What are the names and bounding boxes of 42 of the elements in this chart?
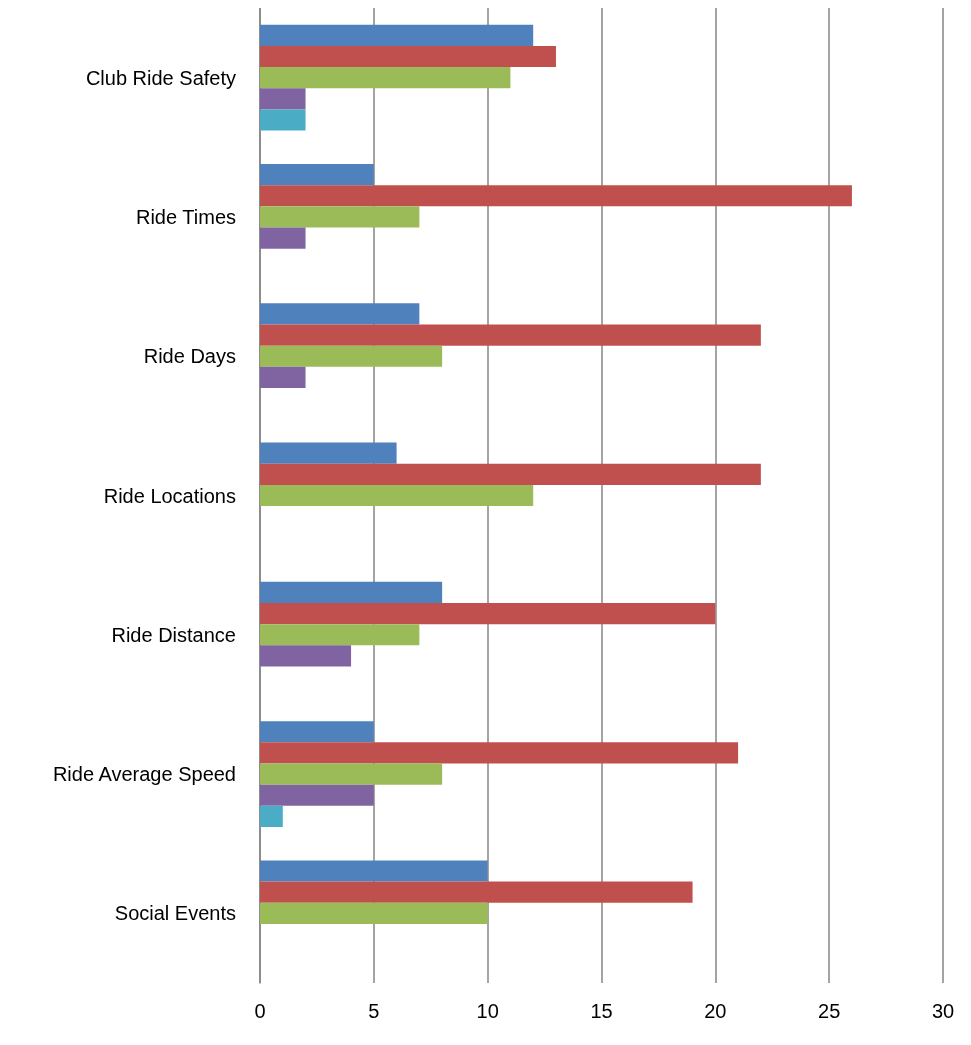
bar [260,24,534,46]
y-tick-label: Social Events [114,902,236,925]
bar [260,784,374,806]
y-tick-label: Club Ride Safety [85,66,236,89]
bar [260,109,306,131]
bar [260,463,761,485]
bar [260,206,420,228]
y-tick-label: Ride Days [143,345,236,368]
y-tick-label: Ride Locations [103,484,236,507]
bar [260,881,693,903]
bar [260,45,556,68]
bar [260,645,352,667]
y-tick-label: Ride Average Speed [52,763,236,786]
bar [260,324,761,346]
bar [260,164,374,186]
bar [260,442,397,464]
x-tick-label: 10 [476,1000,499,1022]
y-tick-label: Ride Times [135,205,236,228]
bar [260,185,852,207]
bar [260,805,283,827]
bar [260,860,488,882]
bar [260,88,306,110]
bar [260,303,420,325]
x-tick-label: 15 [590,1000,613,1022]
x-tick-label: 0 [254,1000,266,1022]
bar [260,763,443,785]
bar [260,484,534,507]
x-tick-label: 25 [818,1000,841,1022]
bar [260,366,306,388]
bar [260,227,306,249]
x-tick-label: 5 [368,1000,380,1022]
y-tick-label: Ride Distance [111,623,236,646]
bar [260,721,374,743]
bar [260,603,716,625]
bar [260,67,511,89]
x-tick-label: 20 [704,1000,727,1022]
x-tick-label: 30 [931,1000,955,1022]
bar [260,902,488,924]
bar [260,581,443,604]
bar [260,742,739,764]
bar [260,345,443,367]
bar [260,624,420,646]
